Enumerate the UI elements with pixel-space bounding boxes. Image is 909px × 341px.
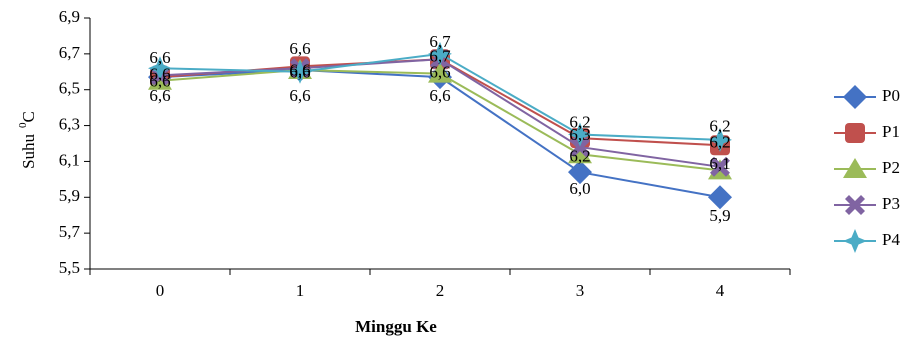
y-tick-label: 6,1 (59, 150, 80, 169)
data-label: 6,6 (149, 86, 170, 105)
data-label: 6,6 (289, 62, 310, 81)
data-point (568, 160, 592, 185)
legend-marker (845, 123, 865, 143)
x-tick-label: 2 (436, 281, 445, 300)
data-label: 6,3 (569, 125, 590, 144)
data-point (428, 41, 452, 66)
data-label: 6,7 (429, 32, 451, 51)
data-point (708, 127, 732, 152)
legend-marker (845, 195, 865, 215)
series-p4 (148, 41, 732, 152)
data-label: 6,6 (149, 64, 170, 83)
legend-label: P1 (882, 122, 900, 141)
legend-marker (843, 158, 867, 178)
y-tick-label: 5,5 (59, 258, 80, 277)
x-tick-label: 3 (576, 281, 585, 300)
x-tick-label: 0 (156, 281, 165, 300)
legend-item-p4: P4 (834, 229, 900, 253)
legend: P0 P1 P2 P3 P4 (834, 85, 900, 253)
y-tick-label: 6,5 (59, 79, 80, 98)
data-label: 6,2 (709, 132, 730, 151)
legend-item-p0: P0 (834, 85, 900, 109)
data-label: 6,6 (429, 86, 450, 105)
series-lines (148, 41, 732, 210)
legend-marker (843, 85, 867, 109)
data-point (568, 143, 592, 164)
legend-marker (843, 229, 867, 253)
data-label: 6,7 (429, 46, 451, 65)
data-label: 6,2 (569, 113, 590, 132)
data-label: 6,6 (149, 48, 170, 67)
data-point (288, 59, 312, 84)
data-label: 6,6 (289, 39, 310, 58)
legend-label: P4 (882, 230, 900, 249)
data-label: 6,6 (289, 61, 310, 80)
y-tick-label: 6,9 (59, 7, 80, 26)
data-label: 6,6 (429, 62, 450, 81)
legend-label: P0 (882, 86, 900, 105)
data-point (428, 62, 452, 83)
y-tick-label: 5,9 (59, 186, 80, 205)
data-label: 5,9 (709, 206, 730, 225)
legend-label: P3 (882, 194, 900, 213)
axes: 5,5 5,7 5,9 6,1 6,3 6,5 6,7 6,9 0 1 2 3 4 (59, 7, 791, 300)
legend-item-p2: P2 (834, 158, 900, 178)
legend-item-p1: P1 (834, 122, 900, 143)
data-labels: 6,66,66,66,66,66,66,66,66,76,76,66,66,26… (149, 32, 730, 225)
data-label: 6,1 (709, 154, 730, 173)
x-axis-title: Minggu Ke (355, 317, 437, 336)
x-tick-label: 4 (716, 281, 725, 300)
data-point (148, 56, 172, 81)
data-label: 6,0 (569, 179, 590, 198)
x-tick-label: 1 (296, 281, 305, 300)
data-label: 6,2 (709, 116, 730, 135)
y-tick-label: 5,7 (59, 222, 81, 241)
data-point (710, 156, 730, 177)
data-point (708, 185, 732, 210)
y-tick-label: 6,7 (59, 43, 81, 62)
data-label: 6,2 (569, 147, 590, 166)
data-label: 6,6 (149, 71, 170, 90)
data-point (570, 137, 590, 158)
y-tick-label: 6,3 (59, 114, 80, 133)
legend-label: P2 (882, 158, 900, 177)
data-point (568, 122, 592, 147)
y-axis-title: Suhu0C (17, 111, 38, 169)
data-label: 6,6 (289, 86, 310, 105)
legend-item-p3: P3 (834, 194, 900, 215)
